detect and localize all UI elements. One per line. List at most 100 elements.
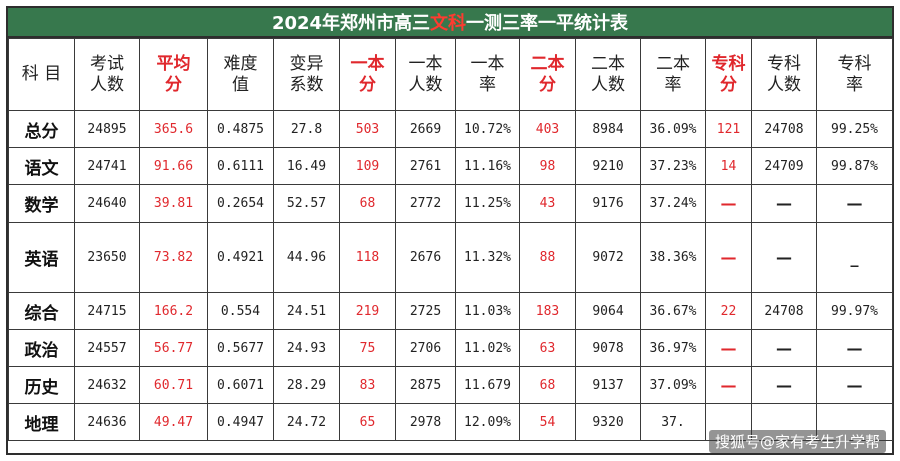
table-cell: 503 [339,110,396,148]
table-cell: 49.47 [139,403,208,441]
column-header-line: 人数 [408,74,443,95]
column-header-line: 考试 [90,53,124,74]
table-cell: 9078 [575,329,641,367]
table-cell: 24.51 [273,292,340,330]
table-cell: 60.71 [139,366,208,404]
table-cell: 24708 [751,110,817,148]
column-header: 科 目 [8,38,75,111]
column-header-line: 专科 [837,53,872,74]
table-cell: 109 [339,147,396,185]
table-cell: 23650 [74,222,140,293]
table-cell: 24640 [74,184,140,223]
table-cell: 0.5677 [207,329,274,367]
stats-table: 科 目考试 人数 平均分难度值变异 系数 一本分一本 人数 一本率二本分二本 人数 二本率专科分… [8,38,893,441]
table-cell: 0.2654 [207,184,274,223]
column-header: 一本 人数 [395,38,456,111]
table-cell: 2978 [395,403,456,441]
table-cell: 39.81 [139,184,208,223]
table-cell: 24709 [751,147,817,185]
table-cell: 24708 [751,292,817,330]
table-cell: — [751,366,817,404]
table-cell: — [816,366,893,404]
column-header: 一本分 [339,38,396,111]
table-cell: 98 [519,147,576,185]
column-header-line: 系数 [289,74,324,95]
table-cell: 37.09% [640,366,706,404]
table-cell: 91.66 [139,147,208,185]
table-cell: 11.25% [455,184,520,223]
table-cell: 99.87% [816,147,893,185]
table-cell: 9210 [575,147,641,185]
header-row: 科 目考试 人数 平均分难度值变异 系数 一本分一本 人数 一本率二本分二本 人数 二本率专科分… [8,38,893,111]
table-cell: 68 [339,184,396,223]
table-cell: 14 [705,147,752,185]
table-cell: — [705,184,752,223]
column-header-line: 二本 [656,53,690,74]
table-row: 英语 23650 73.82 0.4921 44.96 118 2676 11.32% 88 90… [8,222,893,293]
table-cell: 9072 [575,222,641,293]
table-cell: — [816,329,893,367]
table-cell: 0.4875 [207,110,274,148]
table-row: 语文 24741 91.66 0.6111 16.49 109 2761 11.16% 98 92… [8,147,893,185]
table-cell: — [751,222,817,293]
table-cell: 24715 [74,292,140,330]
table-cell: 9176 [575,184,641,223]
stats-table-frame: 2024年郑州市高三 文科 一测三率一平统计表 科 目考试 人数 平均分难度值变异 系数一… [6,6,894,455]
table-cell: 12.09% [455,403,520,441]
table-cell: 75 [339,329,396,367]
table-cell: 2761 [395,147,456,185]
table-cell: 37. [640,403,706,441]
table-title: 2024年郑州市高三 文科 一测三率一平统计表 [8,8,892,38]
table-cell: — [751,329,817,367]
column-header: 考试 人数 [74,38,140,111]
table-cell: 36.67% [640,292,706,330]
table-cell: 24.72 [273,403,340,441]
table-cell: 8984 [575,110,641,148]
table-cell: 44.96 [273,222,340,293]
column-header: 难度值 [207,38,274,111]
table-cell: 27.8 [273,110,340,148]
table-cell: — [705,329,752,367]
watermark: 搜狐号@家有考生升学帮 [708,430,886,453]
table-cell: 2676 [395,222,456,293]
column-header: 一本率 [455,38,520,111]
table-cell: 0.4921 [207,222,274,293]
table-cell: 2669 [395,110,456,148]
table-cell: 0.6071 [207,366,274,404]
subject-cell: 历史 [8,366,75,404]
table-cell: 24557 [74,329,140,367]
table-cell: 54 [519,403,576,441]
subject-cell: 政治 [8,329,75,367]
table-cell: 10.72% [455,110,520,148]
table-cell: — [705,366,752,404]
table-cell: 183 [519,292,576,330]
column-header-line: 一本 [408,53,443,74]
title-text-before: 2024年郑州市高三 [271,13,431,34]
table-cell: 36.09% [640,110,706,148]
table-cell: 2875 [395,366,456,404]
column-header-line: 平均 [156,53,191,74]
column-header-line: 值 [232,74,249,95]
column-header-line: 科 目 [21,64,62,84]
table-row: 政治 24557 56.77 0.5677 24.93 75 2706 11.02% 63 907… [8,329,893,367]
table-cell: 121 [705,110,752,148]
table-row: 历史 24632 60.71 0.6071 28.29 83 2875 11.679 68 913… [8,366,893,404]
column-header-line: 率 [664,74,682,95]
table-cell: 37.24% [640,184,706,223]
column-header-line: 专科 [767,53,801,74]
column-header-line: 人数 [90,74,124,95]
table-cell: 9137 [575,366,641,404]
table-row: 综合 24715 166.2 0.554 24.51 219 2725 11.03% 183 90… [8,292,893,330]
column-header: 二本率 [640,38,706,111]
table-cell: 28.29 [273,366,340,404]
table-cell: 43 [519,184,576,223]
table-cell: 166.2 [139,292,208,330]
table-cell: 2706 [395,329,456,367]
table-cell: — [705,222,752,293]
table-cell: 99.25% [816,110,893,148]
table-cell: 24636 [74,403,140,441]
table-cell: 11.16% [455,147,520,185]
table-row: 数学 24640 39.81 0.2654 52.57 68 2772 11.25% 43 917… [8,184,893,223]
table-cell: 118 [339,222,396,293]
column-header-line: 一本 [350,53,385,74]
